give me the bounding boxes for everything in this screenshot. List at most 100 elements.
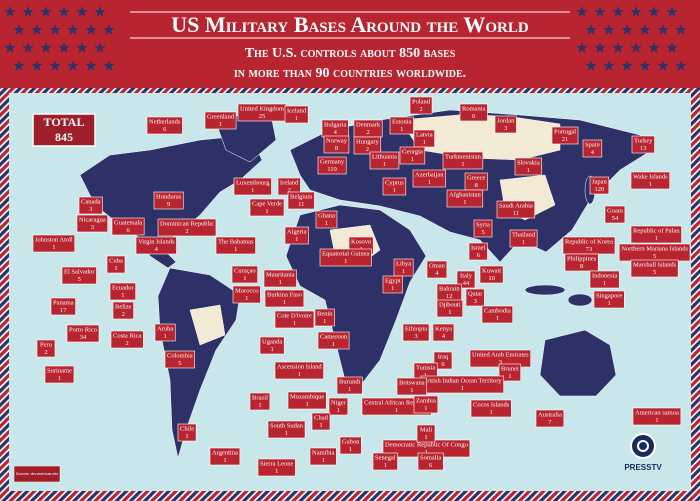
base-count: 1: [400, 126, 403, 133]
base-count: 1: [223, 457, 226, 464]
label-box: [284, 105, 309, 124]
logo-mark: [637, 440, 649, 452]
label-box: [209, 447, 241, 466]
country-name: Kuwait: [482, 267, 501, 274]
base-count: 17: [60, 307, 67, 314]
country-name: Iraq: [438, 353, 449, 360]
country-name: Spain: [585, 141, 601, 148]
base-count: 73: [586, 246, 593, 253]
star: [94, 42, 106, 53]
label-box: [287, 391, 327, 410]
base-count: 1: [383, 161, 386, 168]
base-count: 11: [513, 210, 519, 217]
country-name: Israel: [471, 244, 486, 251]
source: Sources: dev.americas.edu: [16, 472, 58, 476]
country-name: Hungary: [356, 138, 379, 145]
star: [22, 6, 34, 17]
base-count: 1: [121, 292, 124, 299]
base-count: 4: [334, 129, 338, 136]
label-box: [109, 282, 136, 301]
country-name: Qatar: [468, 290, 483, 297]
base-count: 1: [306, 401, 309, 408]
label-box: [399, 146, 426, 165]
label-box: [389, 116, 414, 135]
title: US Military Bases Around the World: [171, 12, 529, 37]
base-count: 1: [395, 407, 398, 414]
country-name: Cameroon: [320, 333, 348, 340]
label-box: [369, 151, 400, 170]
star: [49, 60, 61, 71]
base-count: 13: [640, 145, 647, 152]
land: [189, 304, 226, 346]
country-name: Egypt: [385, 277, 401, 284]
label-box: [402, 323, 430, 342]
base-count: 1: [293, 320, 296, 327]
base-count: 1: [402, 268, 405, 275]
star: [585, 24, 597, 35]
star: [576, 6, 588, 17]
label-box: [112, 301, 134, 320]
base-count: 1: [325, 220, 328, 227]
label-box: [309, 447, 337, 466]
base-count: 1: [285, 430, 288, 437]
base-count: 1: [243, 275, 246, 282]
country-name: Somalia: [420, 454, 441, 461]
star: [31, 24, 43, 35]
country-name: Brunei: [501, 365, 519, 372]
base-count: 1: [219, 121, 222, 128]
base-count: 1: [424, 372, 427, 379]
base-count: 10: [488, 275, 495, 282]
star: [603, 60, 615, 71]
islands: [524, 284, 566, 296]
star: [630, 6, 642, 17]
label-box: [153, 191, 184, 210]
label-box: [604, 205, 626, 224]
label-box: [589, 176, 610, 195]
label-box: [413, 395, 439, 414]
base-count: 120: [595, 186, 605, 193]
country-name: Colombia: [167, 352, 193, 359]
country-name: Uganda: [262, 338, 282, 345]
country-name: Senegal: [375, 454, 396, 461]
label-box: [32, 234, 76, 253]
country-name: Norway: [326, 137, 348, 144]
base-count: 7: [548, 419, 552, 426]
star: [594, 6, 606, 17]
label-box: [263, 269, 297, 288]
base-count: 1: [410, 387, 413, 394]
country-name: Brazil: [252, 394, 268, 401]
base-count: 1: [114, 265, 117, 272]
label-box: [36, 339, 56, 358]
base-count: 3: [474, 298, 477, 305]
base-count: 119: [327, 166, 337, 173]
base-count: 1: [424, 405, 427, 412]
